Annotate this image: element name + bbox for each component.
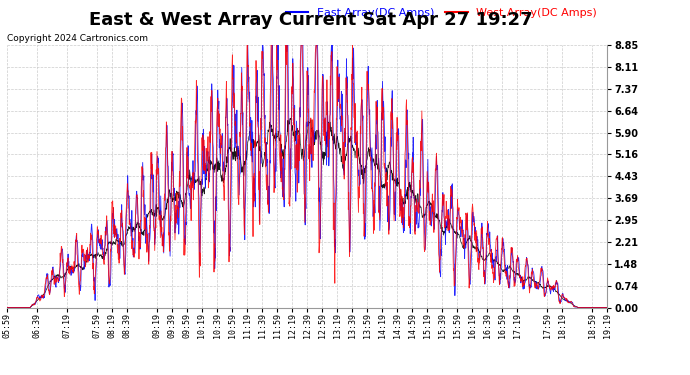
Text: East & West Array Current Sat Apr 27 19:27: East & West Array Current Sat Apr 27 19:…	[89, 11, 532, 29]
Text: Copyright 2024 Cartronics.com: Copyright 2024 Cartronics.com	[7, 34, 148, 43]
Legend: East Array(DC Amps), West Array(DC Amps): East Array(DC Amps), West Array(DC Amps)	[282, 3, 602, 22]
